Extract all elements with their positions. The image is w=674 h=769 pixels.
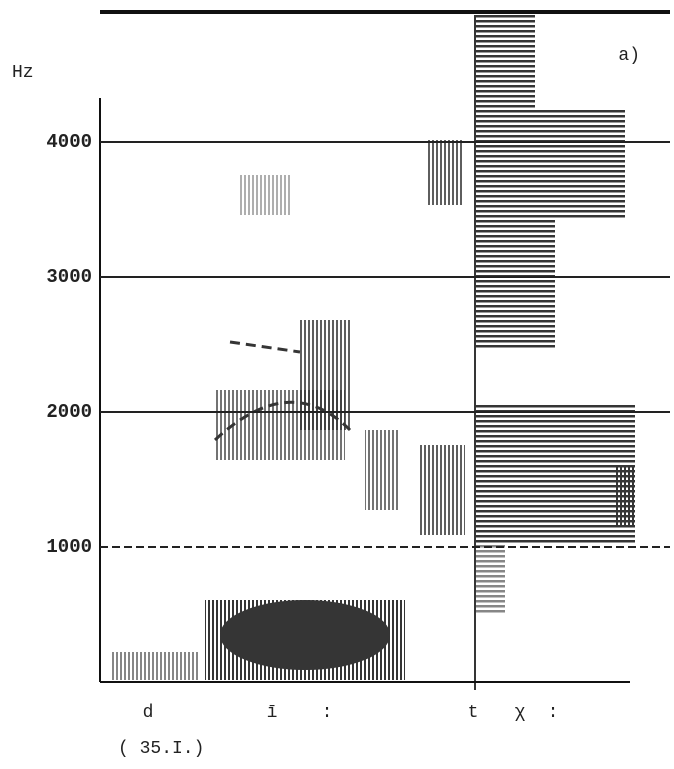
segment-label: ī bbox=[267, 703, 278, 723]
segment-label: χ bbox=[515, 703, 526, 723]
page: Hz a) ( 35.I.) 1000200030004000dī:tχ: ((… bbox=[0, 0, 674, 769]
y-tick-label: 2000 bbox=[46, 401, 92, 423]
y-tick-label: 4000 bbox=[46, 131, 92, 153]
spectrogram bbox=[110, 15, 635, 690]
segment-label: d bbox=[143, 703, 154, 723]
note: ( 35.I.) bbox=[118, 739, 204, 759]
y-tick-label: 1000 bbox=[46, 536, 92, 558]
y-tick-label: 3000 bbox=[46, 266, 92, 288]
chart: Hz a) ( 35.I.) 1000 2000 3000 4000 d ī: t χ: bbox=[0, 0, 674, 764]
panel-label: a) bbox=[618, 46, 640, 66]
segment-label: : bbox=[548, 703, 559, 723]
segment-label: t bbox=[468, 703, 479, 723]
segment-label: : bbox=[322, 703, 333, 723]
y-axis-label: Hz bbox=[12, 63, 34, 83]
